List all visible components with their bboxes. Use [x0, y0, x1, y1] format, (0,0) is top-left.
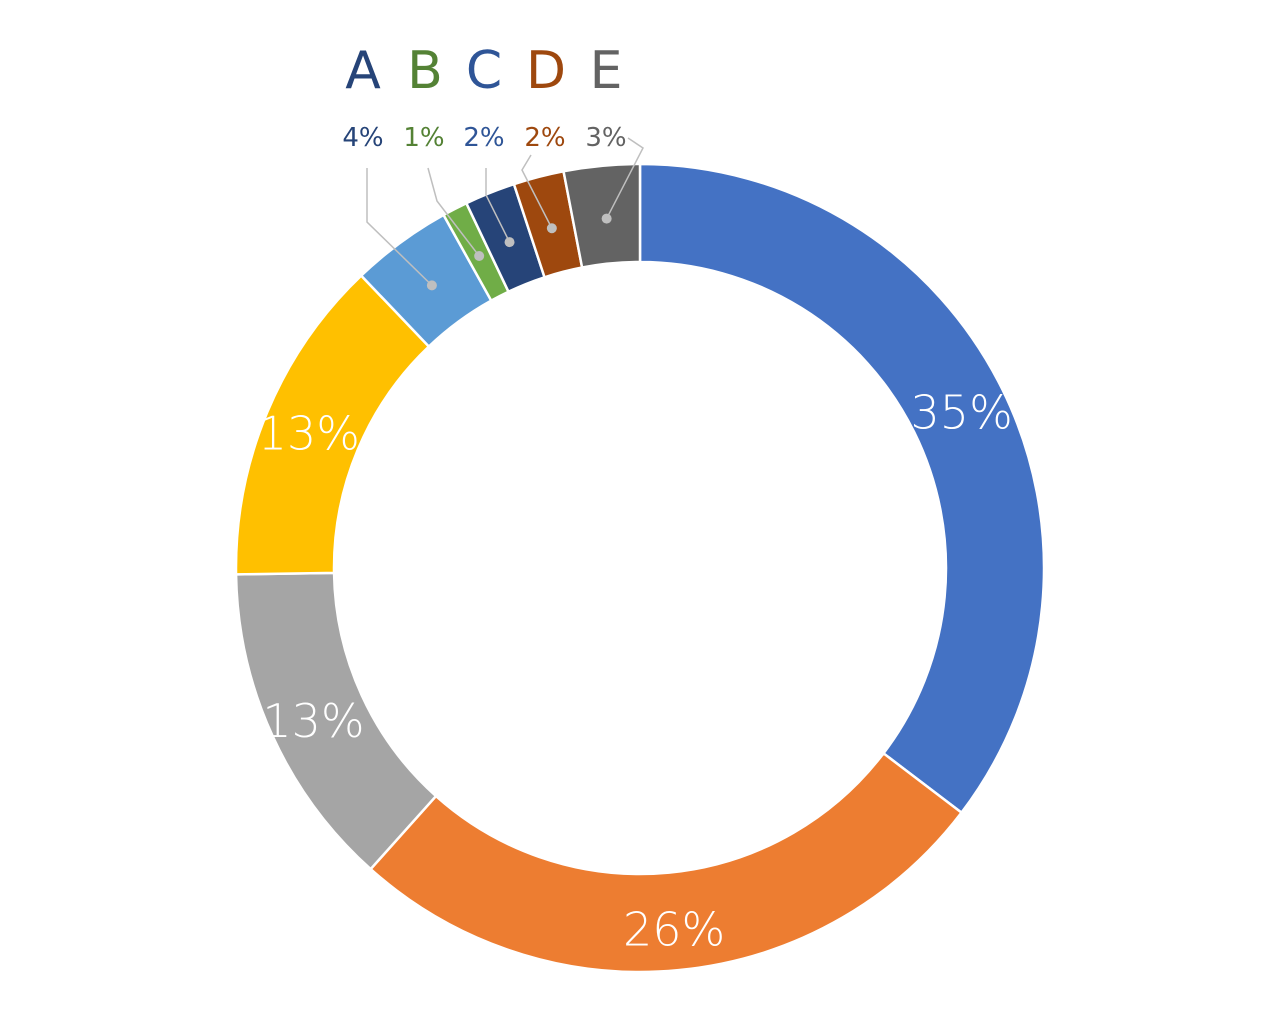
- slice-value-label: 2%: [463, 123, 504, 153]
- slice-value-label: 4%: [342, 123, 383, 153]
- category-label: E: [590, 41, 623, 101]
- category-label: B: [407, 41, 443, 101]
- slice-value-label: 13%: [262, 694, 364, 748]
- data-labels-layer: 35% 26% 13% 13% 4% 1% 2% 2% 3%: [258, 123, 1013, 956]
- category-label: A: [345, 41, 381, 101]
- leader-dot: [474, 251, 485, 262]
- slices-layer: [234, 162, 1046, 974]
- category-label: D: [526, 41, 566, 101]
- slice-value-label: 1%: [403, 123, 444, 153]
- slice-value-label: 13%: [258, 406, 360, 460]
- leader-dot: [546, 223, 557, 234]
- slice-value-label: 26%: [623, 902, 725, 956]
- leader-dot: [426, 280, 437, 291]
- leader-line: [521, 154, 553, 229]
- leader-dot: [601, 213, 612, 224]
- slice-value-label: 3%: [585, 123, 626, 153]
- category-label: C: [466, 41, 502, 101]
- slice-value-label: 35%: [911, 386, 1013, 440]
- leader-line: [427, 167, 480, 257]
- leader-line: [605, 137, 644, 219]
- leader-line: [366, 168, 433, 286]
- leader-lines-layer: [366, 137, 644, 291]
- donut-slice-1: [638, 162, 1046, 815]
- donut-slice-2: [368, 751, 964, 974]
- leader-line: [485, 168, 511, 243]
- slice-value-label: 2%: [524, 123, 565, 153]
- leader-dot: [504, 237, 515, 248]
